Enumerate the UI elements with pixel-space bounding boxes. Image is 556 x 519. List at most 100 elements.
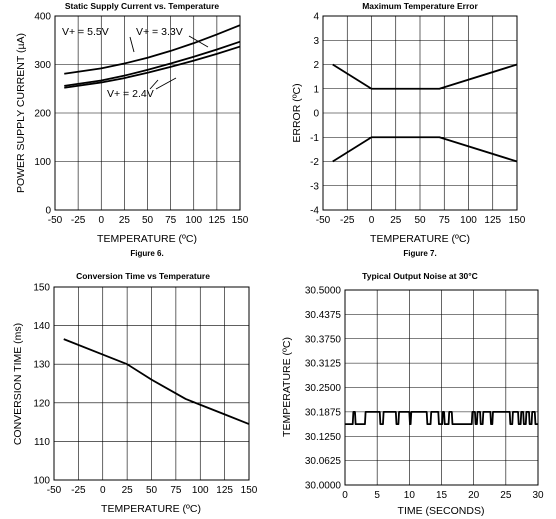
chart-conversion-time: Conversion Time vs Temperature -50 -25 0 25…	[12, 271, 258, 515]
x-tick-label: 30	[532, 490, 544, 501]
x-tick-label: 0	[100, 485, 106, 496]
y-tick-label: 30.3750	[305, 334, 342, 345]
annotation-pointer	[188, 35, 209, 48]
y-tick-label: 4	[313, 12, 319, 23]
annotation-pointer	[129, 36, 135, 53]
y-tick-label: -4	[310, 206, 319, 217]
y-tick-label: 2	[313, 60, 319, 71]
x-tick-label: -50	[47, 485, 62, 496]
x-tick-label: 150	[509, 215, 526, 226]
x-tick-label: -50	[48, 215, 63, 226]
x-tick-label: 100	[192, 485, 209, 496]
x-tick-label: 0	[98, 215, 104, 226]
plot-frame	[344, 289, 539, 486]
chart-title: Maximum Temperature Error	[362, 1, 478, 11]
series-line	[332, 136, 518, 163]
x-axis-label: TEMPERATURE (ºC)	[101, 503, 201, 515]
y-tick-label: 100	[34, 157, 51, 168]
y-axis-label: POWER SUPPLY CURRENT (µA)	[15, 33, 27, 193]
y-tick-label: 100	[33, 476, 50, 487]
y-tick-label: 140	[33, 321, 50, 332]
x-tick-label: 100	[185, 215, 202, 226]
y-tick-label: -2	[310, 157, 319, 168]
series-label: V+ = 2.4V	[107, 88, 154, 100]
y-tick-label: 0	[45, 206, 51, 217]
chart-title: Typical Output Noise at 30°C	[362, 271, 478, 281]
series-line	[332, 63, 518, 90]
figure-label: Figure 6.	[130, 249, 163, 258]
y-tick-label: 30.0625	[305, 456, 342, 467]
y-tick-label: -1	[310, 133, 319, 144]
y-tick-label: 30.3125	[305, 359, 342, 370]
x-tick-label: -50	[316, 215, 331, 226]
x-tick-label: 15	[436, 490, 448, 501]
x-tick-label: 150	[241, 485, 258, 496]
chart-title: Static Supply Current vs. Temperature	[65, 1, 220, 11]
y-tick-label: 400	[34, 12, 51, 23]
chart-static-supply-current: Static Supply Current vs. Temperature -5…	[15, 1, 249, 258]
x-tick-label: 50	[414, 215, 426, 226]
series-line	[64, 45, 241, 89]
x-tick-label: 20	[468, 490, 480, 501]
y-tick-label: 30.1875	[305, 407, 342, 418]
y-tick-label: 120	[33, 398, 50, 409]
x-tick-label: 125	[216, 485, 233, 496]
x-tick-label: 75	[439, 215, 451, 226]
x-tick-label: 25	[119, 215, 131, 226]
series-line	[64, 24, 241, 75]
plot-frame	[54, 15, 241, 211]
y-tick-label: 30.5000	[305, 286, 342, 297]
x-tick-label: 150	[232, 215, 249, 226]
y-axis-label: ERROR (ºC)	[291, 83, 303, 142]
x-tick-label: 75	[170, 485, 182, 496]
annotation-pointer	[149, 79, 159, 90]
annotation-pointer	[155, 77, 177, 90]
x-axis-label: TIME (SECONDS)	[398, 505, 485, 517]
x-tick-label: -25	[71, 215, 86, 226]
y-tick-label: 30.4375	[305, 310, 342, 321]
x-tick-label: 25	[500, 490, 512, 501]
x-tick-label: 0	[342, 490, 348, 501]
x-tick-label: 5	[374, 490, 380, 501]
y-tick-label: 300	[34, 60, 51, 71]
x-tick-label: 10	[404, 490, 416, 501]
y-tick-label: 30.0000	[305, 481, 342, 492]
x-tick-label: 50	[146, 485, 158, 496]
y-tick-label: 110	[34, 437, 50, 448]
chart-output-noise: Typical Output Noise at 30°C 0 5 10 15 20 25 3…	[281, 271, 544, 517]
y-tick-label: 150	[33, 283, 50, 294]
y-tick-label: 3	[313, 36, 319, 47]
x-tick-label: 125	[484, 215, 501, 226]
y-tick-label: 200	[34, 109, 51, 120]
x-tick-label: 100	[460, 215, 477, 226]
x-tick-label: 75	[165, 215, 177, 226]
x-tick-label: -25	[71, 485, 86, 496]
chart-title: Conversion Time vs Temperature	[76, 271, 210, 281]
y-tick-label: 1	[313, 84, 319, 95]
x-tick-label: 0	[369, 215, 375, 226]
series-label: V+ = 3.3V	[136, 26, 183, 38]
series-line	[345, 410, 538, 426]
x-axis-label: TEMPERATURE (ºC)	[370, 233, 470, 245]
x-tick-label: 25	[122, 485, 134, 496]
y-tick-label: 30.1250	[305, 432, 342, 443]
series-line	[64, 40, 241, 87]
y-axis-label: TEMPERATURE (ºC)	[281, 337, 293, 437]
x-axis-label: TEMPERATURE (ºC)	[97, 233, 197, 245]
plot-frame	[53, 286, 250, 481]
y-tick-label: 0	[313, 109, 319, 120]
x-tick-label: 125	[209, 215, 226, 226]
chart-max-temperature-error: Maximum Temperature Error -50 -25 0 25 50 75 1…	[291, 1, 526, 258]
x-tick-label: 50	[142, 215, 154, 226]
plot-frame	[322, 15, 518, 211]
x-tick-label: 25	[390, 215, 402, 226]
series-line	[63, 338, 250, 425]
figure-label: Figure 7.	[403, 249, 436, 258]
series-label: V+ = 5.5V	[62, 26, 109, 38]
y-axis-label: CONVERSION TIME (ms)	[12, 323, 24, 445]
x-tick-label: -25	[340, 215, 355, 226]
y-tick-label: 30.2500	[305, 383, 342, 394]
y-tick-label: 130	[33, 360, 50, 371]
y-tick-label: -3	[310, 181, 319, 192]
